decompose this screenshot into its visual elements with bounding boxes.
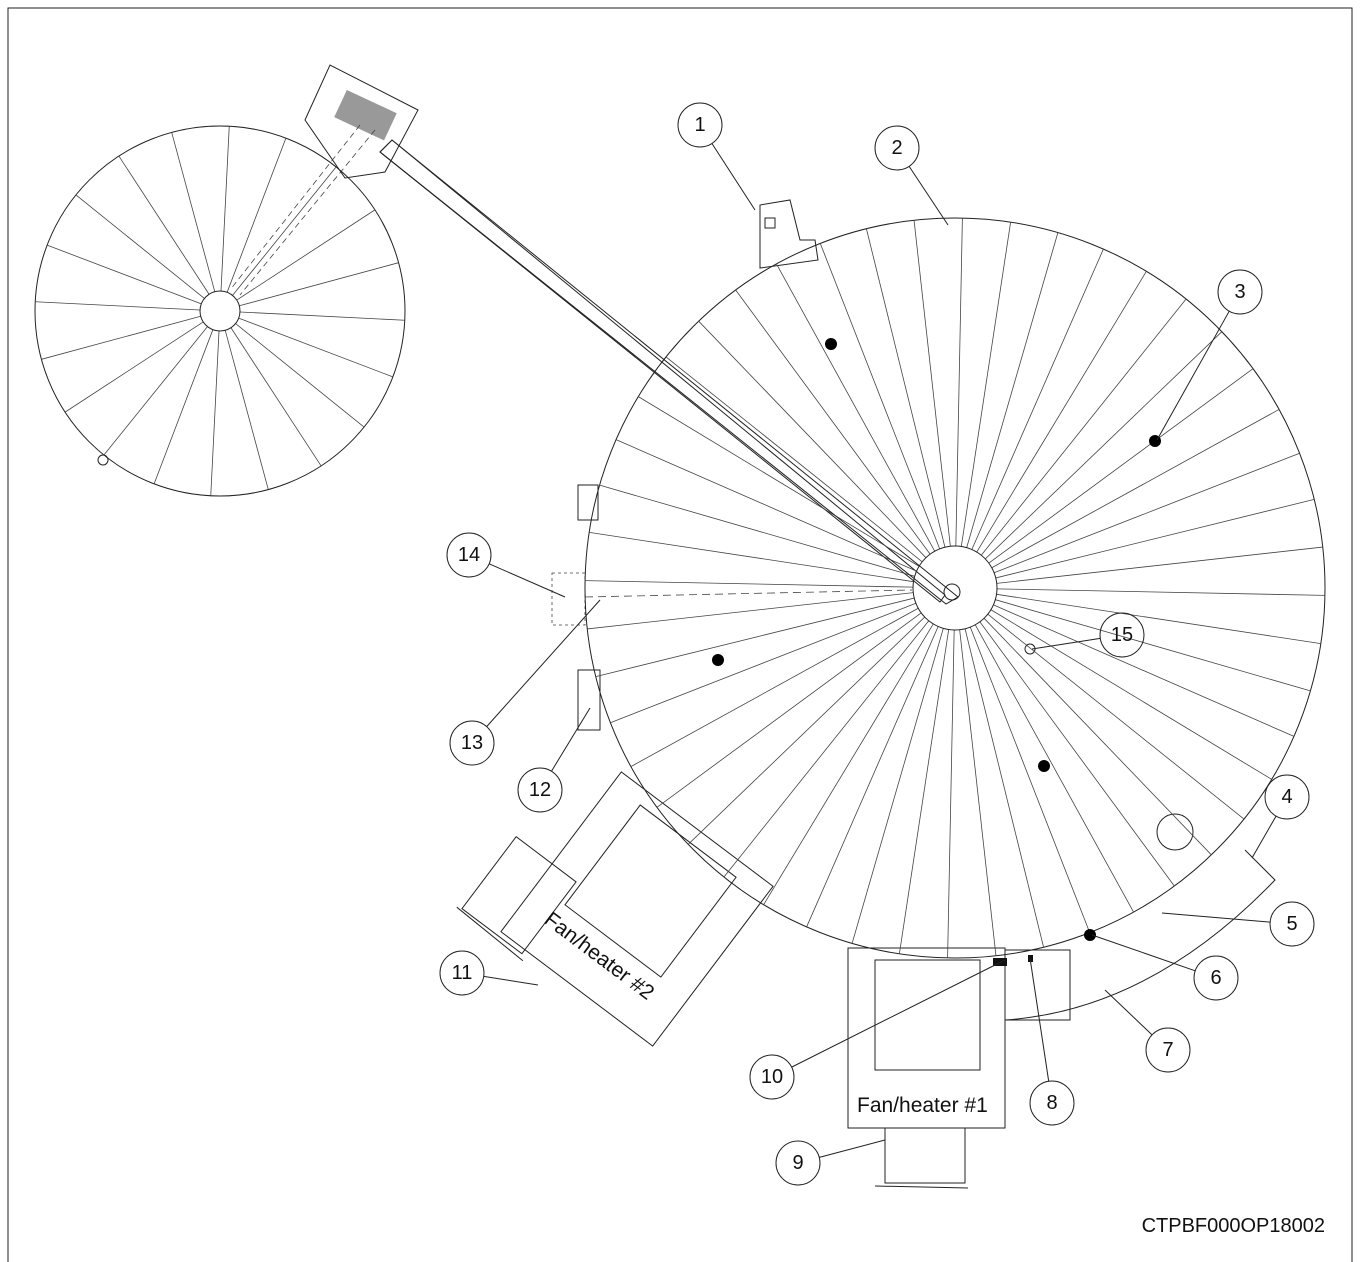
spoke [119,156,209,294]
leader-line [792,960,1005,1067]
spoke [807,626,939,926]
diagram: Fan/heater #1 Fan/heater #2 CTPBF000OP18… [0,0,1360,1262]
spoke [972,249,1104,549]
spoke [225,330,268,489]
housing [1005,850,1275,1020]
spoke [65,322,203,412]
spoke [688,617,925,844]
leader-line [819,1140,885,1157]
leader-line [551,708,590,771]
callout-number: 5 [1286,913,1297,935]
callout-number: 8 [1046,1092,1057,1114]
callout-number: 1 [694,114,705,136]
spoke [239,318,393,377]
spoke [41,316,200,359]
spoke [961,222,1010,546]
spoke [233,167,337,295]
spoke [993,605,1293,737]
callout-number: 11 [452,962,473,984]
spoke [47,245,201,304]
leader-line [489,564,565,597]
spoke [967,233,1058,548]
spoke [76,195,204,299]
callout-number: 15 [1111,624,1133,646]
leader-line [487,600,600,727]
arm [380,140,945,602]
spoke [221,126,229,291]
spoke [227,138,286,292]
spoke [852,628,943,943]
spoke [956,218,963,546]
figure-id: CTPBF000OP18002 [1142,1215,1325,1237]
callout-number: 9 [792,1152,803,1174]
callout-number: 12 [529,779,551,801]
callout-number: 2 [891,137,902,159]
fan-heater-label: Fan/heater #1 [857,1094,988,1117]
spoke [965,629,1044,947]
fan-heater-2 [455,742,773,1054]
frame [8,8,1352,1262]
fastener [1084,929,1096,941]
fan-heater-1 [848,948,1070,1188]
leader-line [484,976,538,985]
spoke [211,331,219,496]
spoke [984,618,1211,855]
spoke [35,302,200,310]
spoke [997,594,1321,643]
fastener [712,654,724,666]
callout-number: 3 [1234,281,1245,303]
leader-line [1252,816,1276,858]
spoke [616,440,916,572]
leader-line [712,143,755,210]
spoke [699,321,926,558]
spoke [104,327,208,455]
wheel [35,126,405,496]
spoke [172,132,215,291]
leader-line [1157,311,1229,440]
callout-number: 4 [1281,786,1292,808]
spoke [995,600,1310,691]
spoke [899,630,948,954]
leader-line [1092,935,1195,971]
callout-number: 10 [761,1066,783,1088]
fastener [825,338,837,350]
fastener [1038,760,1050,772]
spoke [866,229,945,547]
spoke [236,324,364,428]
callout-number: 6 [1210,967,1221,989]
leader-line [1105,990,1152,1035]
spoke [240,312,405,320]
leader-line [1162,913,1270,922]
callout-number: 13 [461,732,483,754]
spoke [996,499,1314,578]
fan-heater-label: Fan/heater #2 [540,908,658,1005]
hub [200,291,240,331]
leader-line [909,166,948,225]
spoke [997,589,1325,596]
spoke [596,598,914,677]
spoke [585,581,913,588]
spoke [948,630,955,958]
spoke [985,332,1222,559]
spoke [154,330,213,484]
callout-number: 7 [1162,1039,1173,1061]
spoke [231,328,321,466]
spoke [239,263,398,306]
callout-number: 14 [458,544,480,566]
